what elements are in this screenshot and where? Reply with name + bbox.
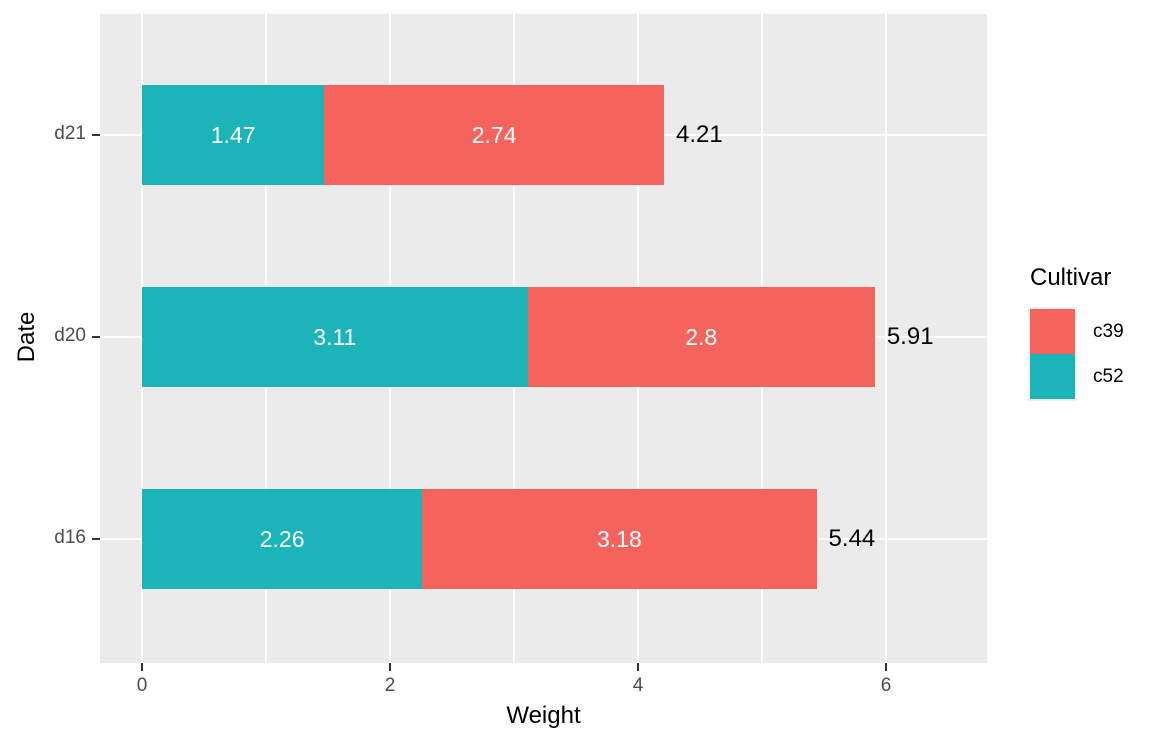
bar-value-label: 3.11 xyxy=(313,323,357,350)
bar-value-label: 2.74 xyxy=(471,121,517,148)
x-tick-label: 0 xyxy=(136,675,148,696)
major-gridline xyxy=(140,14,144,663)
bar-segment-d20-c52: 3.11 xyxy=(142,287,528,387)
y-tick-label: d16 xyxy=(54,527,86,548)
plot-panel: 1.47 2.74 4.21 3.11 2.8 5.91 2.26 3.18 5.44 xyxy=(100,14,987,663)
bar-segment-d16-c39: 3.18 xyxy=(422,489,817,589)
bar-segment-d21-c39: 2.74 xyxy=(324,85,665,185)
y-axis-title: Date xyxy=(13,311,40,363)
bar-value-label: 2.8 xyxy=(685,323,718,350)
x-tick-mark xyxy=(140,663,144,671)
bar-segment-d20-c39: 2.8 xyxy=(527,287,875,387)
legend-labels: c39 c52 xyxy=(1093,309,1124,399)
legend-label-c39: c39 xyxy=(1093,320,1124,342)
legend-label-c52: c52 xyxy=(1093,365,1124,387)
x-tick-mark xyxy=(884,663,888,671)
bar-value-label: 1.47 xyxy=(210,121,256,148)
x-tick-label: 6 xyxy=(880,675,892,696)
x-tick-mark xyxy=(388,663,392,671)
legend: Cultivar c39 c52 xyxy=(1030,264,1160,399)
y-tick-mark xyxy=(92,335,100,339)
y-tick-mark xyxy=(92,537,100,541)
bar-segment-d21-c52: 1.47 xyxy=(142,85,325,185)
x-tick-mark xyxy=(636,663,640,671)
bar-segment-d16-c52: 2.26 xyxy=(142,489,423,589)
bar-value-label: 3.18 xyxy=(597,525,642,552)
x-axis-title: Weight xyxy=(506,702,581,729)
bar-total-label: 5.91 xyxy=(886,323,934,350)
legend-swatch-c52 xyxy=(1030,354,1075,399)
legend-item-c52 xyxy=(1030,354,1075,399)
legend-swatch-c39 xyxy=(1030,309,1075,354)
y-tick-label: d21 xyxy=(54,123,86,144)
legend-item-c39 xyxy=(1030,309,1075,354)
y-tick-mark xyxy=(92,133,100,137)
bar-total-label: 4.21 xyxy=(676,121,723,148)
y-tick-label: d20 xyxy=(54,325,86,346)
bar-total-label: 5.44 xyxy=(828,525,876,552)
bar-value-label: 2.26 xyxy=(259,525,305,552)
legend-title: Cultivar xyxy=(1030,264,1112,291)
x-tick-label: 4 xyxy=(632,675,644,696)
x-tick-label: 2 xyxy=(384,675,396,696)
major-gridline xyxy=(884,14,888,663)
legend-keys xyxy=(1030,309,1075,399)
